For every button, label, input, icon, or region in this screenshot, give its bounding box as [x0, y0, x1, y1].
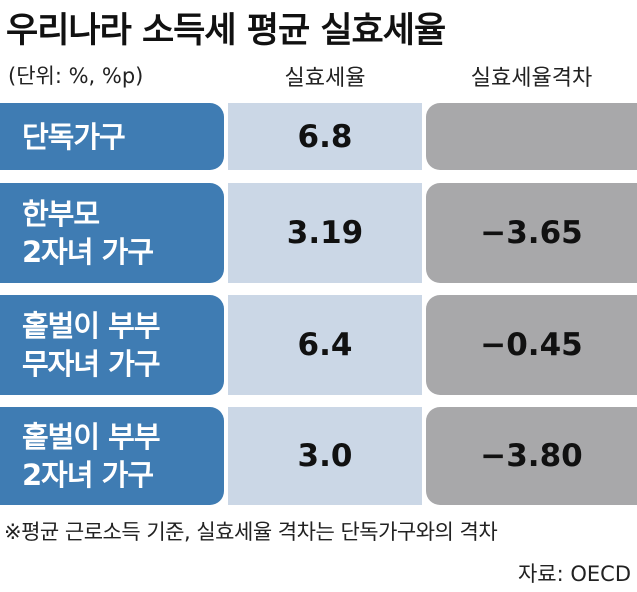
- title: 우리나라 소득세 평균 실효세율: [6, 11, 446, 51]
- row-label-line: 홑벌이 부부: [22, 420, 160, 454]
- column-header: 실효세율: [284, 66, 366, 91]
- footnote: ※평균 근로소득 기준, 실효세율 격차는 단독가구와의 격차: [4, 520, 498, 544]
- row-label: 홑벌이 부부 2자녀 가구: [0, 407, 224, 505]
- row-label-text: 한부모 2자녀 가구: [22, 195, 154, 271]
- table-row: 홑벌이 부부 2자녀 가구 3.0 −3.80: [0, 407, 637, 505]
- gap-cell: −3.80: [426, 407, 637, 505]
- row-label: 한부모 2자녀 가구: [0, 183, 224, 283]
- rate-cell: 6.4: [228, 295, 422, 395]
- gap-cell: −0.45: [426, 295, 637, 395]
- table-row: 한부모 2자녀 가구 3.19 −3.65: [0, 183, 637, 283]
- gap-cell: [426, 103, 637, 170]
- row-label-line: 2자녀 가구: [22, 235, 154, 269]
- gap-cell: −3.65: [426, 183, 637, 283]
- rate-cell: 6.8: [228, 103, 422, 170]
- row-label-line: 한부모: [22, 197, 100, 231]
- row-label-line: 무자녀 가구: [22, 347, 160, 381]
- row-label-text: 단독가구: [22, 118, 126, 156]
- source: 자료: OECD: [517, 562, 631, 586]
- rate-cell: 3.0: [228, 407, 422, 505]
- row-label: 단독가구: [0, 103, 224, 170]
- table-row: 단독가구 6.8: [0, 103, 637, 170]
- row-label-text: 홑벌이 부부 2자녀 가구: [22, 418, 160, 494]
- unit-note: (단위: %, %p): [8, 64, 144, 88]
- row-label-line: 단독가구: [22, 119, 126, 154]
- column-header: 실효세율격차: [470, 66, 593, 91]
- row-label-line: 2자녀 가구: [22, 458, 154, 492]
- row-label-line: 홑벌이 부부: [22, 309, 160, 343]
- rate-cell: 3.19: [228, 183, 422, 283]
